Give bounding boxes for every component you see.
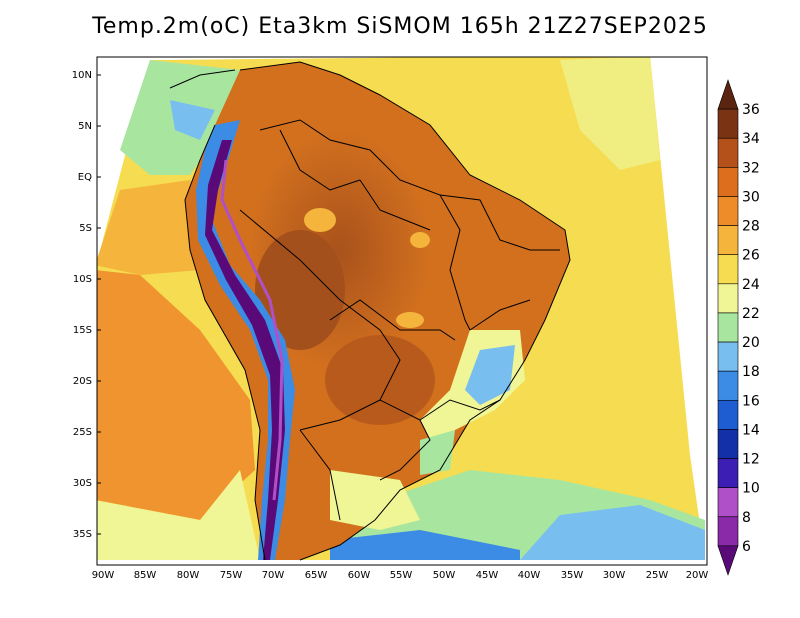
colorbar-swatch (717, 458, 739, 488)
lon-axis: 90W 85W 80W 75W 70W 65W 60W 55W 50W 45W … (92, 570, 709, 581)
warm-spot (304, 208, 336, 232)
lat-label: 35S (73, 529, 92, 540)
southern-ocean-cold (330, 530, 520, 560)
colorbar-swatch (717, 312, 739, 343)
lon-label: 20W (686, 570, 709, 581)
lon-label: 90W (92, 570, 115, 581)
colorbar-swatch (717, 399, 739, 430)
lat-label: EQ (78, 172, 92, 183)
colorbar-swatch (717, 341, 739, 372)
colorbar-label: 30 (742, 189, 760, 205)
colorbar-label: 18 (742, 364, 760, 380)
andes-cool (196, 120, 295, 560)
south-atlantic-cool (520, 505, 705, 560)
lon-label: 80W (177, 570, 200, 581)
lat-label: 5N (78, 121, 92, 132)
andes-ridge (220, 159, 284, 501)
colorbar-swatch (717, 108, 739, 139)
colorbar-label: 20 (742, 335, 760, 351)
lon-label: 75W (220, 570, 243, 581)
colorbar-label: 24 (742, 277, 760, 293)
pampas-mild (330, 470, 420, 530)
colorbar-label: 10 (742, 481, 760, 497)
colorbar-label: 8 (742, 510, 751, 526)
lat-ticks (97, 74, 101, 535)
lon-label: 85W (134, 570, 157, 581)
pacific-warm-zone (97, 270, 255, 520)
colorbar-swatch (717, 196, 739, 226)
lon-label: 25W (646, 570, 669, 581)
colorbar: 36 34 32 30 28 26 24 22 20 18 16 14 12 10 8 6 (717, 79, 760, 576)
colorbar-label: 34 (742, 131, 760, 147)
colorbar-swatch (717, 167, 739, 197)
colorbar-top-arrow (717, 79, 739, 110)
colorbar-label: 22 (742, 306, 760, 322)
colorbar-swatch (717, 516, 739, 547)
south-pacific-cool (97, 470, 260, 560)
warm-spot (396, 312, 424, 328)
colorbar-label: 14 (742, 422, 760, 438)
colorbar-swatch (717, 254, 739, 285)
colorbar-swatch (717, 429, 739, 459)
lon-label: 65W (305, 570, 328, 581)
colorbar-swatch (717, 487, 739, 518)
se-brazil-cool (465, 345, 515, 405)
lon-label: 45W (476, 570, 499, 581)
hot-core-chaco (255, 230, 345, 350)
colorbar-swatch (717, 283, 739, 314)
lon-label: 30W (603, 570, 626, 581)
lat-label: 15S (73, 325, 92, 336)
lat-label: 10S (73, 274, 92, 285)
lat-label: 25S (73, 427, 92, 438)
lon-label: 40W (518, 570, 541, 581)
warm-spot (410, 232, 430, 248)
colorbar-swatch (717, 137, 739, 168)
colorbar-label: 12 (742, 452, 760, 468)
colorbar-label: 36 (742, 102, 760, 118)
lon-label: 35W (561, 570, 584, 581)
lat-label: 30S (73, 478, 92, 489)
colorbar-swatch (717, 370, 739, 401)
country-borders (169, 61, 571, 561)
plot-frame (96, 56, 708, 566)
colorbar-swatch (717, 225, 739, 256)
lon-label: 55W (390, 570, 413, 581)
lat-label: 10N (72, 70, 92, 81)
pacific-cold-spot (170, 100, 215, 140)
lon-label: 70W (262, 570, 285, 581)
hot-core-south (325, 335, 435, 425)
map-title: Temp.2m(oC) Eta3km SiSMOM 165h 21Z27SEP2… (92, 14, 708, 39)
colorbar-label: 6 (742, 539, 751, 555)
colorbar-label: 28 (742, 219, 760, 235)
colorbar-label: 16 (742, 393, 760, 409)
lat-label: 5S (79, 223, 92, 234)
andes-cold (205, 140, 285, 560)
atlantic-north-pale (560, 57, 660, 170)
lat-label: 20S (73, 376, 92, 387)
colorbar-label: 32 (742, 160, 760, 176)
colorbar-bottom-arrow (717, 545, 739, 576)
colorbar-label: 26 (742, 248, 760, 264)
lon-label: 50W (433, 570, 456, 581)
lon-label: 60W (348, 570, 371, 581)
lat-axis: 10N 5N EQ 5S 10S 15S 20S 25S 30S 35S (72, 70, 92, 540)
